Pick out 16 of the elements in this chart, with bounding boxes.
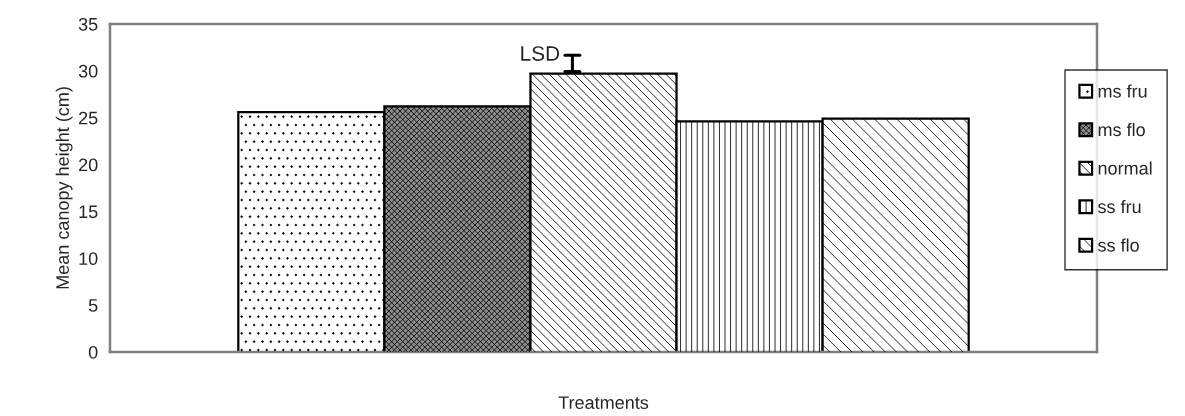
y-axis-title: Mean canopy height (cm)	[55, 87, 73, 289]
y-tick-label: 0	[88, 345, 98, 359]
legend-label: ss flo	[1098, 238, 1139, 252]
y-tick-label: 30	[78, 64, 98, 78]
legend-label: normal	[1098, 161, 1152, 175]
legend-label: ms flo	[1098, 122, 1145, 137]
y-tick-label: 25	[79, 111, 98, 125]
y-tick-label: 35	[78, 17, 98, 31]
legend-label: ms fru	[1098, 84, 1147, 98]
x-axis-title: Treatments	[558, 396, 649, 410]
y-tick-label: 20	[79, 158, 98, 172]
legend-label: ss fru	[1098, 199, 1141, 214]
y-tick-label: 10	[79, 252, 98, 266]
y-tick-label: 15	[79, 205, 98, 219]
annotation: LSD	[521, 46, 560, 61]
y-tick-label: 5	[88, 299, 98, 312]
